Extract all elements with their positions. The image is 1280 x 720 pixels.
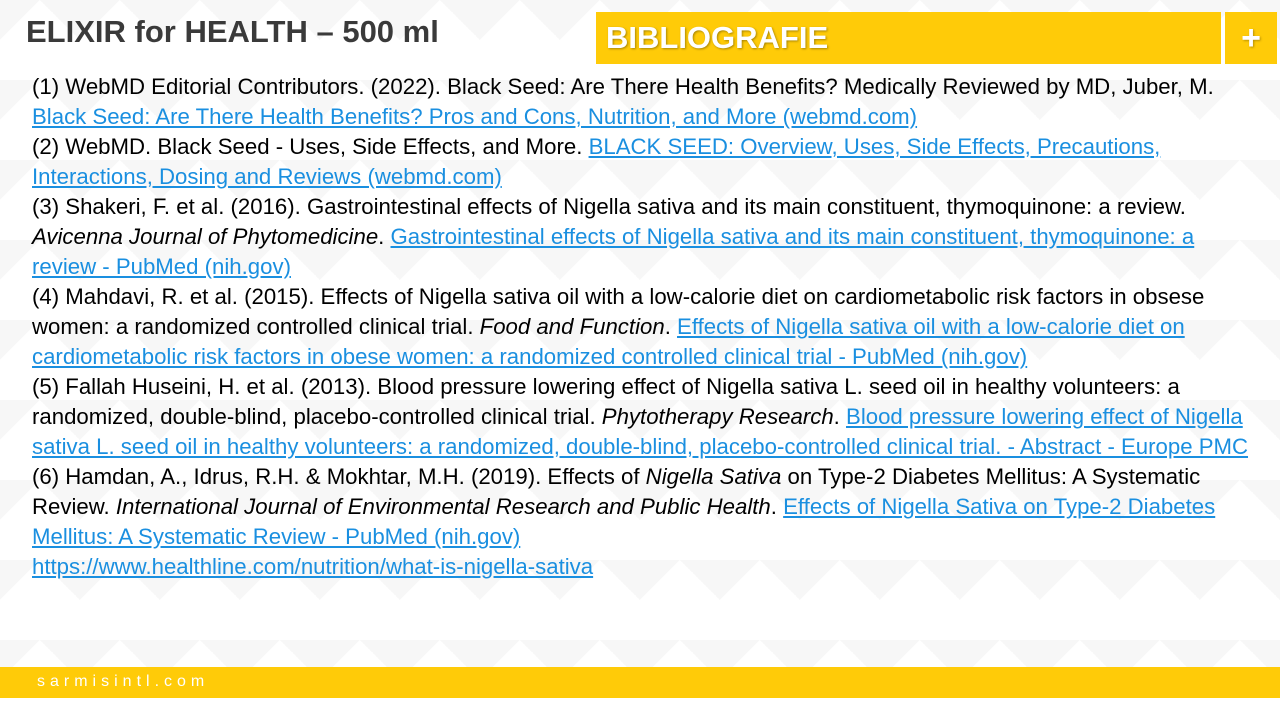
reference-link[interactable]: https://www.healthline.com/nutrition/wha… [32, 554, 594, 579]
presentation-title: ELIXIR for HEALTH – 500 ml [26, 14, 439, 49]
reference-text: (1) WebMD Editorial Contributors. (2022)… [32, 74, 1214, 99]
footer-website: sarmisintl.com [37, 673, 210, 690]
reference-text: (2) WebMD. Black Seed - Uses, Side Effec… [32, 134, 589, 159]
reference-text: . [833, 404, 847, 429]
reference-text: . [664, 314, 678, 339]
reference-item: https://www.healthline.com/nutrition/wha… [32, 552, 1262, 582]
reference-text: . [770, 494, 784, 519]
section-title: BIBLIOGRAFIE [606, 20, 829, 55]
reference-link[interactable]: Gastrointestinal effects of Nigella sati… [32, 224, 1195, 279]
reference-journal: Nigella Sativa [645, 464, 782, 489]
reference-link[interactable]: Black Seed: Are There Health Benefits? P… [32, 104, 918, 129]
reference-list: (1) WebMD Editorial Contributors. (2022)… [32, 72, 1262, 582]
reference-text: . [378, 224, 391, 249]
reference-link[interactable]: Effects of Nigella sativa oil with a low… [32, 314, 1185, 369]
reference-item: (5) Fallah Huseini, H. et al. (2013). Bl… [32, 372, 1262, 462]
reference-journal: Phytotherapy Research [601, 404, 834, 429]
reference-item: (6) Hamdan, A., Idrus, R.H. & Mokhtar, M… [32, 462, 1262, 552]
reference-link[interactable]: Effects of Nigella Sativa on Type-2 Diab… [32, 494, 1216, 549]
reference-item: (4) Mahdavi, R. et al. (2015). Effects o… [32, 282, 1262, 372]
reference-text: (6) Hamdan, A., Idrus, R.H. & Mokhtar, M… [32, 464, 646, 489]
reference-item: (3) Shakeri, F. et al. (2016). Gastroint… [32, 192, 1262, 282]
reference-item: (2) WebMD. Black Seed - Uses, Side Effec… [32, 132, 1262, 192]
reference-link[interactable]: Blood pressure lowering effect of Nigell… [32, 404, 1249, 459]
reference-text: (3) Shakeri, F. et al. (2016). Gastroint… [32, 194, 1186, 219]
plus-icon: + [1225, 12, 1277, 64]
reference-journal: Avicenna Journal of Phytomedicine [32, 224, 379, 249]
reference-text: (4) Mahdavi, R. et al. (2015). Effects o… [32, 284, 1205, 339]
footer-bar: sarmisintl.com [0, 667, 1280, 698]
reference-journal: Food and Function [479, 314, 665, 339]
reference-item: (1) WebMD Editorial Contributors. (2022)… [32, 72, 1262, 132]
reference-link[interactable]: BLACK SEED: Overview, Uses, Side Effects… [32, 134, 1161, 189]
reference-text: on Type-2 Diabetes Mellitus: A Systemati… [32, 464, 1201, 519]
reference-text: (5) Fallah Huseini, H. et al. (2013). Bl… [32, 374, 1180, 429]
reference-journal: International Journal of Environmental R… [115, 494, 771, 519]
section-banner: BIBLIOGRAFIE [596, 12, 1221, 64]
